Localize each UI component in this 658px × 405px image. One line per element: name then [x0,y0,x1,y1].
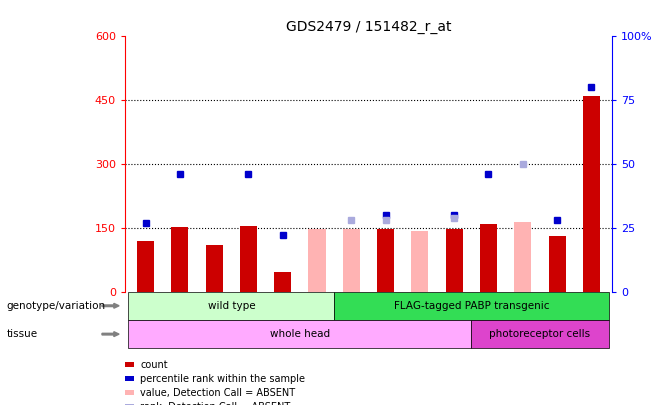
Bar [240,226,257,292]
Text: genotype/variation: genotype/variation [7,301,106,311]
Text: tissue: tissue [7,329,38,339]
Text: whole head: whole head [270,329,330,339]
Bar [480,224,497,292]
Text: value, Detection Call = ABSENT: value, Detection Call = ABSENT [140,388,295,398]
Title: GDS2479 / 151482_r_at: GDS2479 / 151482_r_at [286,20,451,34]
Text: FLAG-tagged PABP transgenic: FLAG-tagged PABP transgenic [393,301,549,311]
Bar [274,273,291,292]
Bar [334,292,609,320]
Bar [171,226,188,292]
Bar [377,229,394,292]
Bar [137,241,154,292]
Text: wild type: wild type [207,301,255,311]
Bar [514,222,532,292]
Bar [549,237,566,292]
Bar [583,96,600,292]
Bar [411,231,428,292]
Bar [205,245,223,292]
Bar [128,320,471,348]
Bar [445,229,463,292]
Text: percentile rank within the sample: percentile rank within the sample [140,374,305,384]
Text: photoreceptor cells: photoreceptor cells [490,329,590,339]
Text: count: count [140,360,168,369]
Bar [128,292,334,320]
Bar [343,229,360,292]
Bar [471,320,609,348]
Bar [309,229,326,292]
Text: rank, Detection Call = ABSENT: rank, Detection Call = ABSENT [140,402,290,405]
